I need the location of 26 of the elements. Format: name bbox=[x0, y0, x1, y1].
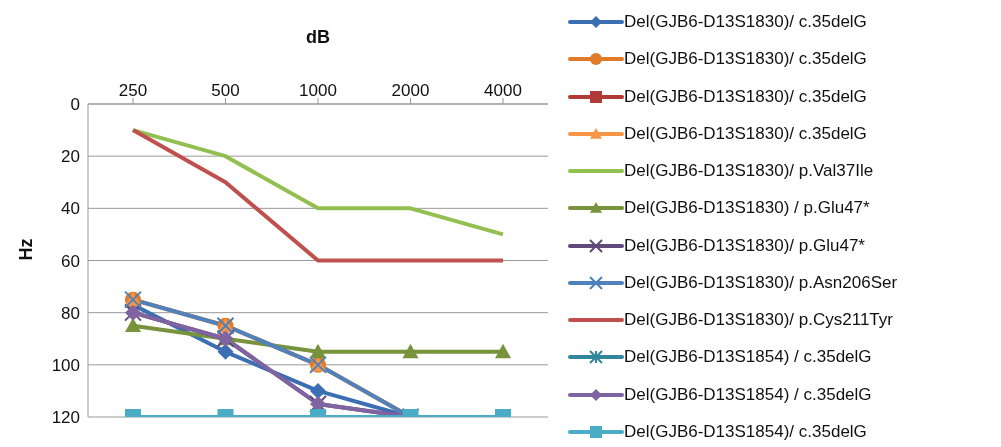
x-axis-title: dB bbox=[306, 26, 330, 47]
legend-label: Del(GJB6-D13S1830)/ p.Glu47* bbox=[624, 235, 865, 256]
legend-label: Del(GJB6-D13S1830) / p.Glu47* bbox=[624, 198, 870, 219]
y-tick-label: 120 bbox=[51, 408, 80, 428]
y-tick-label: 20 bbox=[61, 147, 80, 167]
x-tick-label: 1000 bbox=[299, 81, 337, 100]
legend-label: Del(GJB6-D13S1830)/ c.35delG bbox=[624, 49, 867, 70]
legend-label: Del(GJB6-D13S1830)/ p.Val37Ile bbox=[624, 161, 874, 182]
legend-label: Del(GJB6-D13S1854)/ c.35delG bbox=[624, 421, 867, 442]
legend-label: Del(GJB6-D13S1830)/ p.Asn206Ser bbox=[624, 272, 898, 293]
legend-label: Del(GJB6-D13S1830)/ c.35delG bbox=[624, 12, 867, 32]
legend-label: Del(GJB6-D13S1830)/ c.35delG bbox=[624, 123, 867, 144]
y-tick-label: 40 bbox=[61, 199, 80, 219]
legend-label: Del(GJB6-D13S1854) / c.35delG bbox=[624, 347, 872, 368]
legend-label: Del(GJB6-D13S1854) / c.35delG bbox=[624, 384, 872, 405]
x-tick-label: 2000 bbox=[391, 81, 430, 100]
legend-label: Del(GJB6-D13S1830)/ c.35delG bbox=[624, 86, 867, 107]
y-tick-label: 0 bbox=[70, 95, 80, 115]
x-tick-label: 4000 bbox=[484, 81, 522, 100]
x-tick-label: 500 bbox=[211, 81, 240, 100]
y-tick-label: 80 bbox=[61, 303, 80, 323]
legend-label: Del(GJB6-D13S1830)/ p.Cys211Tyr bbox=[624, 310, 893, 331]
y-tick-label: 100 bbox=[51, 355, 80, 375]
y-axis-title: Hz bbox=[16, 238, 37, 261]
x-tick-label: 250 bbox=[118, 81, 148, 100]
y-tick-label: 60 bbox=[61, 251, 80, 271]
